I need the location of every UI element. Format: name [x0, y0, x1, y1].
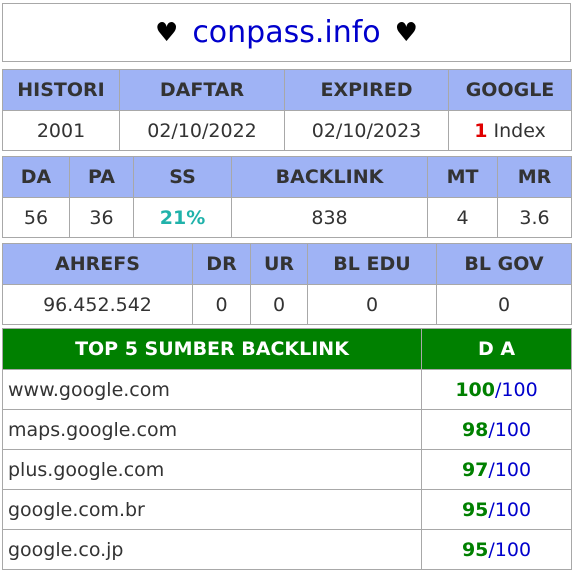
site-title-box: ♥ conpass.info ♥: [2, 3, 571, 62]
domain-info-table: HISTORI DAFTAR EXPIRED GOOGLE 2001 02/10…: [2, 69, 572, 151]
da-separator: /: [488, 538, 495, 561]
backlink-header: BACKLINK: [231, 156, 428, 198]
metrics-table: DA PA SS BACKLINK MT MR 56 36 21% 838 4 …: [2, 156, 572, 238]
dr-header: DR: [192, 243, 251, 285]
google-index-count: 1: [474, 119, 488, 142]
table-row: www.google.com 100/100: [2, 369, 572, 410]
google-index-value: 1 Index: [448, 110, 572, 151]
mt-header: MT: [427, 156, 498, 198]
ur-value: 0: [250, 284, 308, 325]
mr-header: MR: [497, 156, 572, 198]
source-da-value: 97: [461, 458, 489, 481]
google-header: GOOGLE: [448, 69, 572, 111]
top-backlink-sources-table: TOP 5 SUMBER BACKLINK D A www.google.com…: [2, 328, 572, 570]
expired-header: EXPIRED: [284, 69, 449, 111]
table-row: maps.google.com 98/100: [2, 409, 572, 450]
pa-value: 36: [69, 197, 134, 238]
daftar-value: 02/10/2022: [119, 110, 285, 151]
source-da-value: 98: [461, 418, 489, 441]
ss-value: 21%: [133, 197, 232, 238]
source-da-max: 100: [494, 498, 532, 521]
da-separator: /: [495, 378, 502, 401]
backlink-value: 838: [231, 197, 428, 238]
ahrefs-table: AHREFS DR UR BL EDU BL GOV 96.452.542 0 …: [2, 243, 572, 325]
pa-header: PA: [69, 156, 134, 198]
da-separator: /: [488, 498, 495, 521]
heart-icon: ♥: [155, 17, 179, 48]
bl-edu-value: 0: [307, 284, 437, 325]
daftar-header: DAFTAR: [119, 69, 285, 111]
ss-header: SS: [133, 156, 232, 198]
da-value: 56: [2, 197, 70, 238]
table-row: google.co.jp 95/100: [2, 529, 572, 570]
source-domain[interactable]: google.com.br: [2, 489, 422, 530]
source-da: 100/100: [421, 369, 572, 410]
source-domain[interactable]: maps.google.com: [2, 409, 422, 450]
source-da-max: 100: [501, 378, 538, 401]
ahrefs-header: AHREFS: [2, 243, 193, 285]
source-da-max: 100: [494, 538, 532, 561]
da-header: DA: [2, 156, 70, 198]
source-da: 95/100: [421, 489, 572, 530]
source-domain[interactable]: www.google.com: [2, 369, 422, 410]
dr-value: 0: [192, 284, 251, 325]
histori-value: 2001: [2, 110, 120, 151]
source-da: 98/100: [421, 409, 572, 450]
mr-value: 3.6: [497, 197, 572, 238]
da-column-header: D A: [421, 328, 572, 370]
bl-gov-header: BL GOV: [436, 243, 572, 285]
ur-header: UR: [250, 243, 308, 285]
table-row: plus.google.com 97/100: [2, 449, 572, 490]
source-da-value: 95: [461, 538, 489, 561]
histori-header: HISTORI: [2, 69, 120, 111]
ahrefs-value: 96.452.542: [2, 284, 193, 325]
da-separator: /: [488, 418, 495, 441]
table-row: google.com.br 95/100: [2, 489, 572, 530]
heart-icon: ♥: [394, 17, 418, 48]
da-separator: /: [488, 458, 495, 481]
google-index-label: Index: [493, 119, 546, 142]
source-da-max: 100: [494, 418, 532, 441]
source-da-max: 100: [494, 458, 532, 481]
source-da-value: 95: [461, 498, 489, 521]
source-da-value: 100: [455, 378, 495, 401]
source-domain[interactable]: plus.google.com: [2, 449, 422, 490]
source-da: 95/100: [421, 529, 572, 570]
sources-header: TOP 5 SUMBER BACKLINK: [2, 328, 422, 370]
mt-value: 4: [427, 197, 498, 238]
bl-gov-value: 0: [436, 284, 572, 325]
bl-edu-header: BL EDU: [307, 243, 437, 285]
expired-value: 02/10/2023: [284, 110, 449, 151]
source-da: 97/100: [421, 449, 572, 490]
site-domain[interactable]: conpass.info: [192, 15, 381, 50]
source-domain[interactable]: google.co.jp: [2, 529, 422, 570]
